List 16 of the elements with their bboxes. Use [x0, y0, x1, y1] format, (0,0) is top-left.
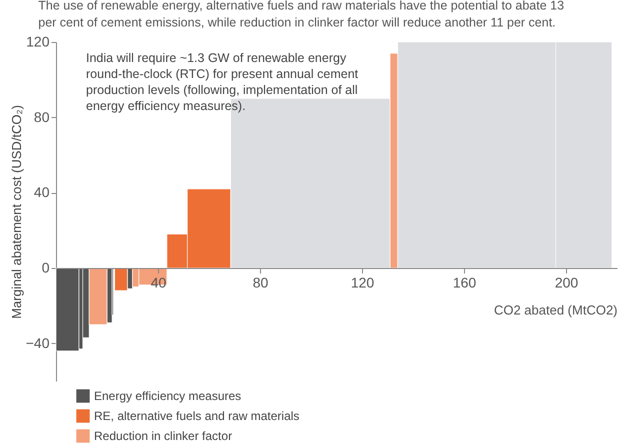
y-tick-label: 40 [34, 184, 50, 200]
legend-label: Energy efficiency measures [94, 389, 242, 403]
y-tick-label: 80 [34, 108, 50, 125]
x-tick-label: 120 [350, 274, 374, 290]
y-tick-label: −40 [26, 334, 50, 351]
y-axis-title: Marginal abatement cost (USD/tCO₂) [8, 105, 24, 319]
y-tick-label: 120 [26, 34, 50, 50]
x-tick-label: 160 [452, 274, 476, 290]
chart-title: The use of renewable energy, alternative fuels and raw materials have the potential to abate 13 per cent of cement emissions, while reduction in clinker factor will reduce another 11 per cent. [38, 0, 564, 30]
y-tick-label: 0 [42, 260, 50, 276]
x-tick-label: 200 [554, 274, 578, 290]
legend-label: RE, alternative fuels and raw materials [94, 409, 300, 423]
x-tick-label: 80 [252, 274, 268, 290]
legend-label: Reduction in clinker factor [94, 429, 232, 443]
annotation: India will require ~1.3 GW of renewable energy round-the-clock (RTC) for present annual cement production levels (following, implementation of all energy efficiency measures). [86, 51, 359, 113]
x-axis-title: CO2 abated (MtCO2) [494, 302, 618, 318]
